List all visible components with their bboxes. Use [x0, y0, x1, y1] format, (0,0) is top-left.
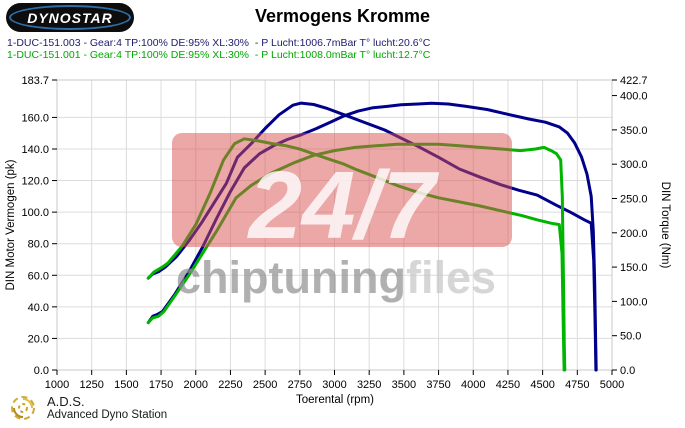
- x-tick-label: 4000: [461, 379, 485, 391]
- x-tick-label: 1000: [45, 379, 69, 391]
- ads-swirl-icon: [11, 396, 35, 420]
- right-tick-label: 100.0: [620, 296, 648, 308]
- right-tick-label: 0.0: [620, 365, 635, 377]
- x-tick-label: 4500: [530, 379, 554, 391]
- left-tick-label: 80.0: [28, 239, 49, 251]
- watermark-big-text: 24/7: [247, 152, 440, 259]
- left-tick-label: 40.0: [28, 302, 49, 314]
- ads-footer: A.D.S. Advanced Dyno Station: [7, 392, 167, 424]
- dynostar-logo: DYNOSTAR: [6, 3, 134, 32]
- right-axis-title: DIN Torque (Nm): [659, 182, 671, 269]
- right-tick-label: 400.0: [620, 91, 648, 103]
- x-tick-label: 3250: [357, 379, 381, 391]
- run-legend: 1-DUC-151.003 - Gear:4 TP:100% DE:95% XL…: [7, 37, 430, 61]
- page-title: Vermogens Kromme: [254, 6, 431, 26]
- ads-name: Advanced Dyno Station: [47, 408, 168, 421]
- watermark-sub-text: chiptuningfiles: [176, 252, 496, 303]
- left-tick-label: 183.7: [21, 75, 49, 87]
- right-tick-label: 350.0: [620, 125, 648, 137]
- left-tick-label: 120.0: [21, 176, 49, 188]
- x-tick-label: 1500: [114, 379, 138, 391]
- right-tick-label: 200.0: [620, 228, 648, 240]
- x-tick-label: 3750: [426, 379, 450, 391]
- legend-run-001: 1-DUC-151.001 - Gear:4 TP:100% DE:95% XL…: [7, 49, 431, 61]
- right-tick-label: 50.0: [620, 331, 641, 343]
- x-tick-label: 5000: [600, 379, 624, 391]
- legend-run-003: 1-DUC-151.003 - Gear:4 TP:100% DE:95% XL…: [7, 37, 431, 49]
- x-tick-label: 2250: [218, 379, 242, 391]
- dynostar-logo-text: DYNOSTAR: [27, 9, 113, 26]
- x-tick-label: 1750: [149, 379, 173, 391]
- x-tick-label: 1250: [79, 379, 103, 391]
- ads-abbr: A.D.S.: [47, 393, 85, 409]
- x-tick-label: 3000: [322, 379, 346, 391]
- right-tick-label: 422.7: [620, 75, 648, 87]
- left-axis-title: DIN Motor Vermogen (pk): [5, 159, 17, 290]
- x-tick-label: 2750: [288, 379, 312, 391]
- x-tick-label: 2500: [253, 379, 277, 391]
- x-tick-label: 3500: [392, 379, 416, 391]
- left-tick-label: 140.0: [21, 144, 49, 156]
- left-tick-label: 160.0: [21, 112, 49, 124]
- watermark-box: [172, 133, 512, 247]
- right-tick-label: 300.0: [620, 159, 648, 171]
- left-tick-label: 20.0: [28, 333, 49, 345]
- left-tick-label: 60.0: [28, 270, 49, 282]
- x-tick-label: 4250: [496, 379, 520, 391]
- right-tick-label: 250.0: [620, 193, 648, 205]
- x-tick-label: 2000: [184, 379, 208, 391]
- x-axis-title: Toerental (rpm): [296, 394, 374, 406]
- left-tick-label: 0.0: [34, 365, 49, 377]
- dynostar-logo-ring: [9, 5, 131, 30]
- left-tick-label: 100.0: [21, 207, 49, 219]
- x-tick-label: 4750: [565, 379, 589, 391]
- right-tick-label: 150.0: [620, 262, 648, 274]
